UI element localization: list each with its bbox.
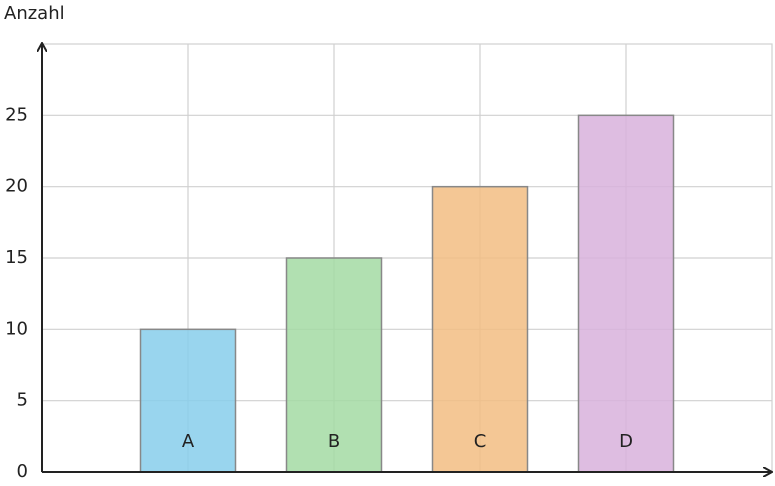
y-tick-label: 15 — [5, 247, 28, 268]
bar — [285, 257, 383, 473]
x-tick-label: B — [328, 431, 340, 452]
y-tick-label: 0 — [17, 461, 28, 482]
bar — [431, 185, 529, 473]
y-tick-label: 25 — [5, 104, 28, 125]
x-tick-label: A — [182, 431, 195, 452]
x-tick-label: C — [474, 431, 487, 452]
bar — [139, 328, 237, 473]
x-tick-label: D — [619, 431, 633, 452]
y-axis-label: Anzahl — [4, 3, 65, 24]
y-tick-label: 20 — [5, 176, 28, 197]
bar — [577, 114, 675, 473]
y-tick-label: 5 — [17, 390, 28, 411]
y-tick-label: 10 — [5, 318, 28, 339]
